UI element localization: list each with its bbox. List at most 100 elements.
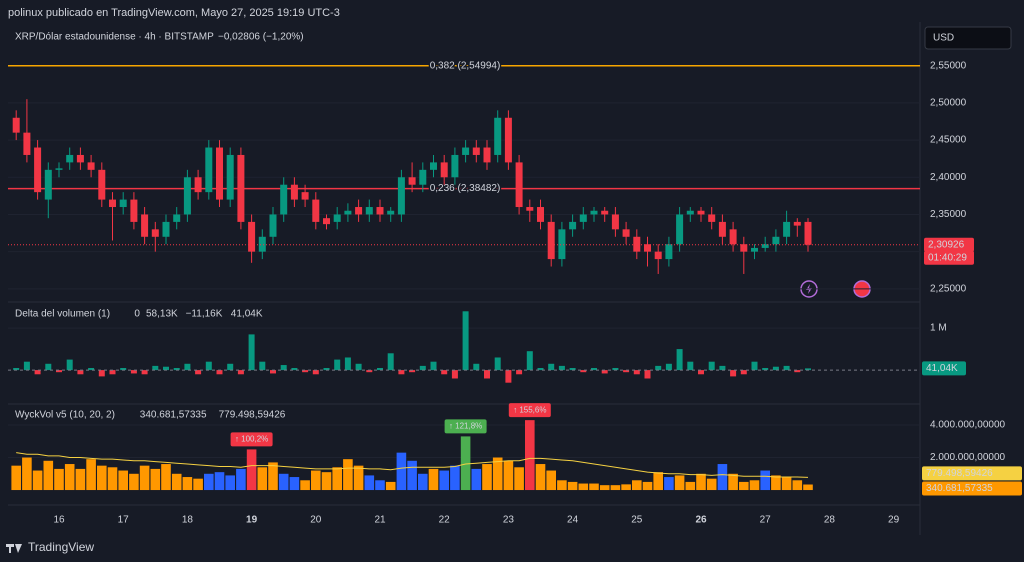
x-tick-label: 23 xyxy=(503,515,515,526)
candle-body xyxy=(23,132,31,155)
volume-bar xyxy=(257,467,268,491)
volume-bar xyxy=(546,470,556,491)
fib-label: 0,236 (2,38482) xyxy=(430,183,501,194)
candle-body xyxy=(194,177,202,193)
x-tick-label: 27 xyxy=(760,515,772,526)
volume-bar xyxy=(696,473,706,491)
volume-bar xyxy=(762,367,769,371)
moving-average xyxy=(16,452,809,478)
candle-body xyxy=(183,177,191,215)
volume-bar xyxy=(270,370,276,374)
volume-bar xyxy=(557,480,567,491)
price-label xyxy=(924,250,974,265)
candle-body xyxy=(729,229,737,245)
y-tick-label: 2,45000 xyxy=(930,135,967,146)
candle-body xyxy=(237,154,245,222)
price-label xyxy=(922,481,1022,496)
volume-bar xyxy=(462,311,469,371)
candle-body xyxy=(504,117,512,163)
volume-bar xyxy=(430,361,437,371)
volume-bar xyxy=(644,370,651,379)
volume-bar xyxy=(129,473,139,491)
candle-body xyxy=(151,229,159,237)
volume-bar xyxy=(803,484,813,491)
volume-bar xyxy=(708,361,715,371)
x-tick-label: 22 xyxy=(439,515,451,526)
candle-body xyxy=(173,214,181,222)
candle-body xyxy=(323,218,330,225)
price-label-text: 340.681,57335 xyxy=(926,483,993,494)
volume-bar xyxy=(130,370,137,374)
volume-bar xyxy=(578,483,589,491)
candle-body xyxy=(301,192,309,200)
volume-bar xyxy=(398,370,405,375)
candle-body xyxy=(34,147,42,193)
legend-value: 58,13K xyxy=(146,309,178,320)
x-tick-label: 18 xyxy=(182,515,194,526)
volume-bar xyxy=(396,452,407,491)
volume-bar xyxy=(558,365,565,371)
currency-button[interactable] xyxy=(924,26,1012,50)
candle-body xyxy=(793,221,801,226)
volume-bar xyxy=(418,473,428,491)
candle-body xyxy=(344,210,352,215)
candle-body xyxy=(804,221,812,245)
change: −0,02806 (−1,20%) xyxy=(218,32,304,43)
currency[interactable]: USD xyxy=(933,33,954,44)
candle-body xyxy=(526,207,534,211)
x-tick-label: 21 xyxy=(374,515,386,526)
volume-bar xyxy=(377,367,383,371)
volume-bar xyxy=(171,473,182,491)
volume-bar xyxy=(54,468,64,491)
price-label xyxy=(924,237,974,252)
fib-label: 0,382 (2,54994) xyxy=(430,60,501,71)
volume-bar xyxy=(751,361,758,371)
price-label-text: 779.498,59426 xyxy=(926,468,993,479)
y-tick-label: 2,25000 xyxy=(930,283,967,294)
candle-body xyxy=(547,221,555,260)
volume-bar xyxy=(494,357,501,371)
volume-bar xyxy=(451,370,458,379)
volume-bar xyxy=(739,481,749,491)
volume-bar xyxy=(728,473,738,491)
volume-bar xyxy=(441,370,448,375)
candle-body xyxy=(365,207,373,215)
volume-bar xyxy=(205,361,212,371)
volume-bar xyxy=(98,370,105,377)
volume-bar xyxy=(193,478,203,491)
volume-bar xyxy=(216,370,223,375)
volume-bar xyxy=(612,367,619,371)
volume-bar xyxy=(409,370,416,373)
volume-bar xyxy=(280,365,287,371)
footer: TradingView xyxy=(28,540,94,554)
volume-bar xyxy=(439,470,449,491)
volume-bar xyxy=(548,363,555,371)
candle-body xyxy=(76,154,84,163)
candle-body xyxy=(87,162,95,170)
volume-bar xyxy=(482,464,492,491)
candle-body xyxy=(676,214,684,245)
candle-body xyxy=(355,207,363,215)
volume-bar xyxy=(173,367,180,371)
volume-bar xyxy=(34,370,41,375)
volume-bar xyxy=(278,473,289,491)
volume-bar xyxy=(385,481,396,491)
volume-bar xyxy=(471,468,482,491)
volume-bar xyxy=(655,365,662,371)
candle-body xyxy=(558,229,566,260)
volume-bar xyxy=(43,460,54,491)
volume-bar xyxy=(781,477,792,491)
candle-body xyxy=(633,236,641,252)
volume-bar xyxy=(665,363,672,371)
price-label-text: 41,04K xyxy=(926,363,958,374)
volume-bar xyxy=(107,467,118,491)
annotation: ↑ 121,8% xyxy=(449,422,482,431)
volume-bar xyxy=(139,465,150,491)
volume-bar xyxy=(300,480,310,491)
volume-bar xyxy=(344,357,351,371)
annotation: ↑ 155,6% xyxy=(513,405,546,414)
volume-bar xyxy=(484,370,490,379)
volume-bar xyxy=(86,459,96,491)
candle-body xyxy=(697,210,705,215)
candle-body xyxy=(376,207,384,215)
